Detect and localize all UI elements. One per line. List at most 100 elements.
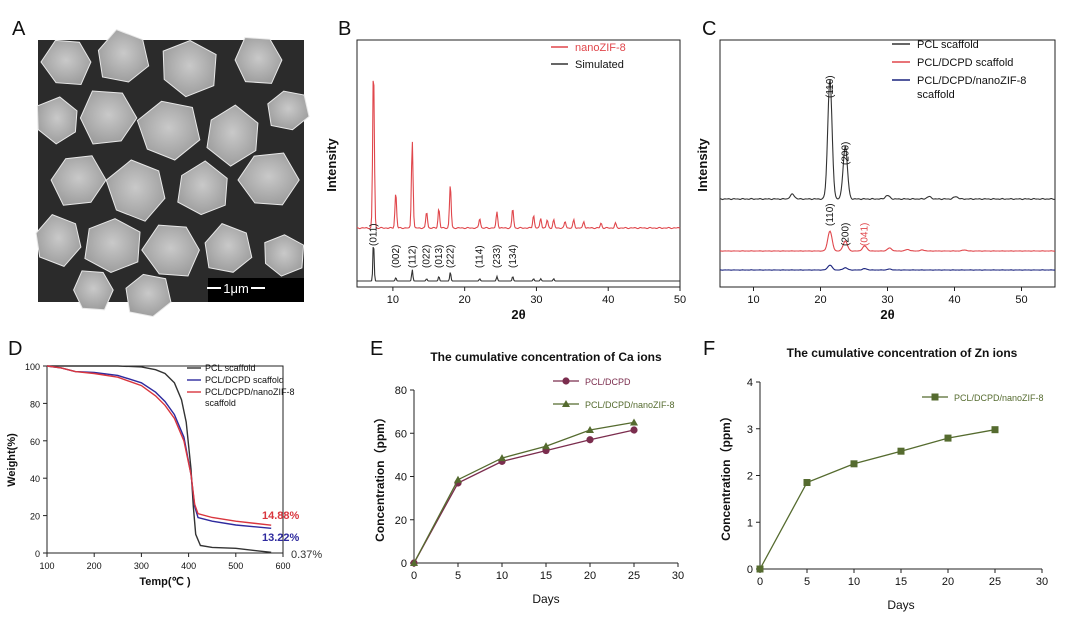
f-title: The cumulative concentration of Zn ions xyxy=(787,346,1018,360)
e-marker-triangle xyxy=(542,442,550,450)
b-peak-annotation: (114) xyxy=(475,245,486,268)
d-y-axis-label: Weight(%) xyxy=(6,433,18,487)
b-x-axis-label: 2θ xyxy=(511,307,525,322)
e-x-tick-label: 5 xyxy=(455,570,461,582)
e-y-tick-label: 20 xyxy=(395,515,407,527)
c-legend-label: PCL scaffold xyxy=(917,39,979,51)
e-legend-label: PCL/DCPD/nanoZIF-8 xyxy=(585,400,675,410)
f-x-axis-label: Days xyxy=(887,598,914,612)
e-x-tick-label: 0 xyxy=(411,570,417,582)
f-x-tick-label: 30 xyxy=(1036,576,1048,588)
e-y-tick-label: 0 xyxy=(401,558,407,570)
d-axes-frame xyxy=(46,365,284,554)
b-axes-frame xyxy=(356,39,681,288)
b-legend-label: nanoZIF-8 xyxy=(575,42,626,54)
f-y-tick-label: 3 xyxy=(747,424,753,436)
c-series-line xyxy=(719,79,1056,201)
b-series-simulated-line xyxy=(357,246,680,282)
scale-bar-line-left xyxy=(207,287,222,289)
e-x-axis-label: Days xyxy=(532,592,559,606)
f-series-line xyxy=(759,429,996,570)
f-marker-square xyxy=(897,447,905,455)
d-y-tick-label: 80 xyxy=(30,399,40,409)
c-x-axis-label: 2θ xyxy=(880,307,894,322)
c-peak-annotation: (200) xyxy=(840,223,851,246)
panel-label-f: F xyxy=(703,338,716,360)
f-y-tick-label: 2 xyxy=(747,471,753,483)
f-y-tick-label: 1 xyxy=(747,517,753,529)
b-peak-annotation: (112) xyxy=(407,245,418,268)
d-x-axis-label: Temp(℃ ) xyxy=(139,576,191,588)
f-x-tick-label: 10 xyxy=(848,576,860,588)
e-y-tick-label: 80 xyxy=(395,385,407,397)
f-x-tick-label: 15 xyxy=(895,576,907,588)
d-x-tick-label: 100 xyxy=(39,561,54,571)
c-legend-label: scaffold xyxy=(917,89,955,101)
f-marker-square xyxy=(756,565,764,573)
panel-label-b: B xyxy=(338,18,352,40)
c-peak-annotation: (200) xyxy=(840,142,851,165)
c-peak-annotation: (110) xyxy=(825,203,836,226)
c-legend-label: PCL/DCPD/nanoZIF-8 xyxy=(917,75,1026,87)
b-x-tick-label: 40 xyxy=(602,294,614,306)
b-legend-label: Simulated xyxy=(575,59,624,71)
c-x-tick-label: 30 xyxy=(881,294,893,306)
d-legend-label: PCL/DCPD scaffold xyxy=(205,375,284,385)
e-x-tick-label: 25 xyxy=(628,570,640,582)
c-legend-label: PCL/DCPD scaffold xyxy=(917,57,1013,69)
f-x-tick-label: 0 xyxy=(757,576,763,588)
f-legend-label: PCL/DCPD/nanoZIF-8 xyxy=(954,393,1044,403)
d-x-tick-label: 300 xyxy=(134,561,149,571)
c-y-axis-label: Intensity xyxy=(695,138,710,192)
d-legend-label: PCL/DCPD/nanoZIF-8 xyxy=(205,387,295,397)
sem-scale-bar: 1μm xyxy=(188,280,284,296)
e-marker-triangle xyxy=(630,418,638,426)
e-series-line xyxy=(413,429,635,564)
f-marker-square xyxy=(944,434,952,442)
e-x-tick-label: 20 xyxy=(584,570,596,582)
c-series-line xyxy=(719,230,1056,252)
b-peak-annotation: (011) xyxy=(369,223,380,246)
e-marker-circle xyxy=(630,426,638,434)
e-legend-marker-circle xyxy=(562,377,570,385)
d-series-line xyxy=(47,365,272,553)
e-legend-label: PCL/DCPD xyxy=(585,377,631,387)
c-x-tick-label: 40 xyxy=(948,294,960,306)
c-peak-annotation: (110) xyxy=(825,75,836,98)
d-y-tick-label: 0 xyxy=(35,549,40,559)
e-legend-marker-triangle xyxy=(562,400,570,407)
e-y-tick-label: 40 xyxy=(395,472,407,484)
d-residual-annotation: 13.22% xyxy=(262,532,300,544)
e-title: The cumulative concentration of Ca ions xyxy=(430,350,662,364)
d-y-tick-label: 100 xyxy=(25,362,40,372)
f-marker-square xyxy=(991,426,999,434)
scale-bar-label: 1μm xyxy=(223,280,249,296)
d-legend-label: scaffold xyxy=(205,398,236,408)
f-y-axis-label: Concentration（ppm） xyxy=(718,410,733,541)
b-peak-annotation: (233) xyxy=(492,245,503,268)
e-marker-triangle xyxy=(410,559,418,566)
e-series-line xyxy=(413,421,635,564)
d-legend-label: PCL scaffold xyxy=(205,363,256,373)
f-legend-marker-square xyxy=(931,393,939,401)
d-y-tick-label: 60 xyxy=(30,437,40,447)
panel-label-a: A xyxy=(12,18,26,40)
b-x-tick-label: 10 xyxy=(387,294,399,306)
b-peak-annotation: (022) xyxy=(422,245,433,268)
panel-label-d: D xyxy=(8,338,23,360)
b-peak-annotation: (222) xyxy=(445,245,456,268)
panel-label-e: E xyxy=(370,338,384,360)
c-x-tick-label: 20 xyxy=(814,294,826,306)
panel-label-c: C xyxy=(702,18,717,40)
e-marker-triangle xyxy=(586,426,594,434)
f-x-tick-label: 25 xyxy=(989,576,1001,588)
d-residual-annotation: 14.88% xyxy=(262,510,300,522)
e-marker-triangle xyxy=(454,475,462,483)
d-x-tick-label: 400 xyxy=(181,561,196,571)
b-peak-annotation: (013) xyxy=(434,245,445,268)
c-series-line xyxy=(720,264,1055,271)
c-x-tick-label: 10 xyxy=(747,294,759,306)
e-y-tick-label: 60 xyxy=(395,428,407,440)
c-peak-annotation: (041) xyxy=(860,223,871,246)
